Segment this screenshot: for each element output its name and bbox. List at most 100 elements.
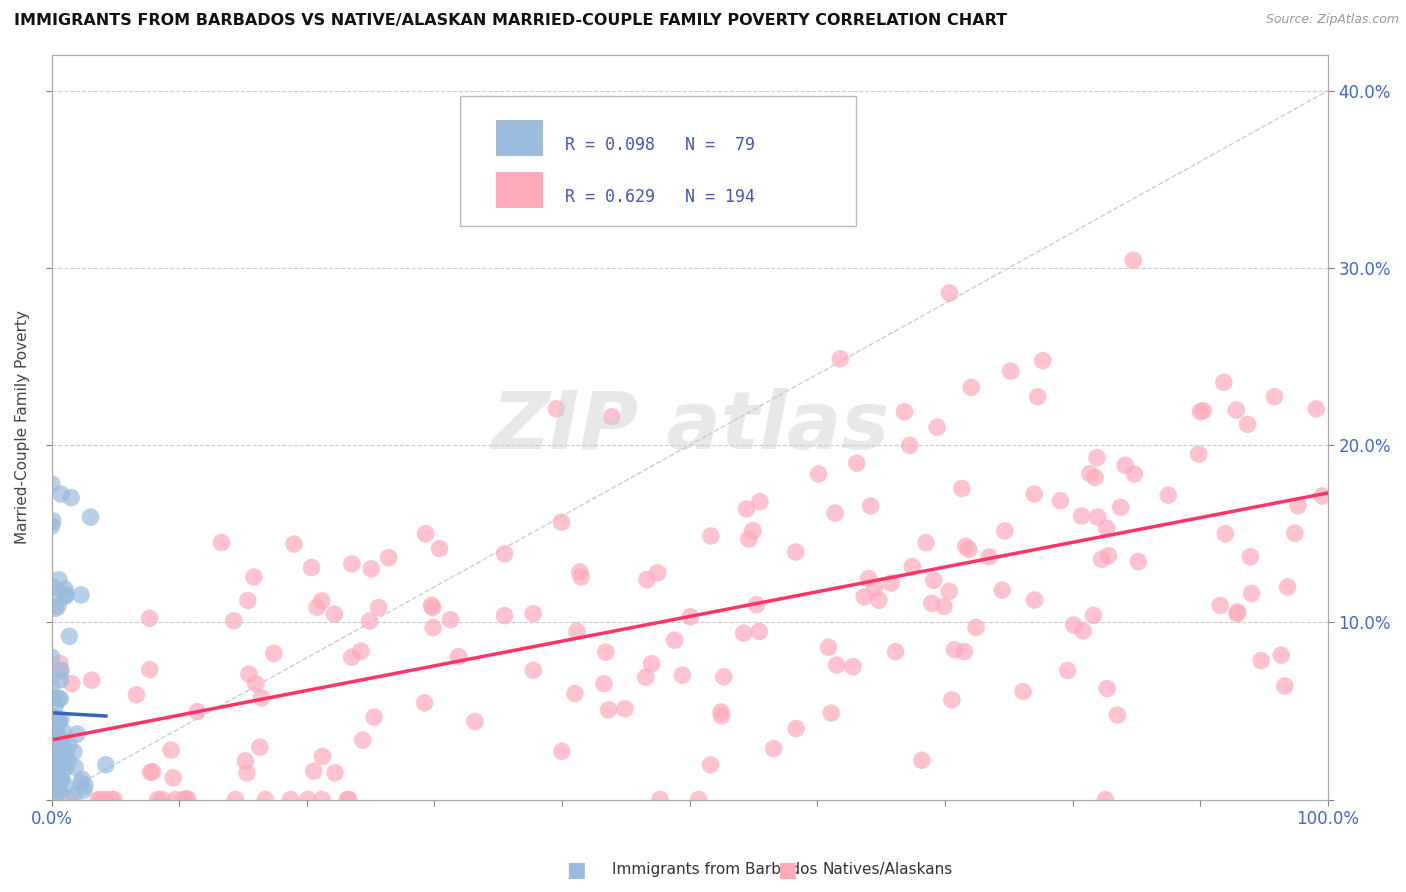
- Point: [46, 714, 69, 728]
- Point: [955, 540, 977, 554]
- Point: [640, 657, 662, 671]
- Point: [830, 351, 852, 366]
- Point: [48, 715, 70, 730]
- Point: [1095, 681, 1118, 696]
- Point: [42, 514, 65, 528]
- Point: [943, 642, 966, 657]
- Point: [1284, 526, 1306, 541]
- Point: [138, 663, 160, 677]
- Point: [250, 690, 273, 705]
- Point: [367, 600, 389, 615]
- Point: [41, 758, 63, 772]
- Point: [311, 792, 333, 806]
- Point: [1000, 364, 1022, 378]
- Point: [1263, 390, 1285, 404]
- Point: [63, 760, 86, 774]
- Point: [141, 764, 163, 779]
- Point: [53, 582, 76, 596]
- Point: [569, 570, 592, 584]
- Point: [323, 765, 346, 780]
- Point: [710, 705, 733, 719]
- Point: [550, 515, 572, 529]
- Point: [741, 524, 763, 538]
- Point: [41, 726, 63, 740]
- Point: [824, 506, 846, 520]
- Point: [1107, 708, 1129, 723]
- Point: [1070, 509, 1092, 524]
- Point: [439, 613, 461, 627]
- FancyBboxPatch shape: [460, 96, 856, 227]
- Point: [211, 535, 233, 549]
- Point: [1277, 580, 1299, 594]
- Point: [1049, 493, 1071, 508]
- Point: [337, 792, 360, 806]
- Point: [44, 762, 66, 776]
- Point: [884, 645, 907, 659]
- Point: [671, 668, 693, 682]
- Point: [160, 743, 183, 757]
- Point: [41, 765, 63, 780]
- Point: [53, 761, 76, 775]
- Point: [1024, 593, 1046, 607]
- Point: [648, 792, 671, 806]
- Point: [70, 776, 93, 790]
- Point: [58, 792, 80, 806]
- Point: [49, 665, 72, 679]
- Point: [922, 574, 945, 588]
- Point: [1225, 403, 1247, 417]
- Point: [422, 621, 444, 635]
- Point: [745, 598, 768, 612]
- Point: [994, 524, 1017, 538]
- Point: [48, 573, 70, 587]
- Point: [593, 677, 616, 691]
- Point: [48, 785, 70, 799]
- Point: [785, 722, 807, 736]
- Point: [1157, 488, 1180, 502]
- Point: [311, 749, 333, 764]
- Text: R = 0.629   N = 194: R = 0.629 N = 194: [565, 187, 755, 206]
- Point: [825, 658, 848, 673]
- Point: [174, 791, 197, 805]
- Point: [762, 741, 785, 756]
- Point: [1240, 586, 1263, 600]
- Point: [280, 792, 302, 806]
- Point: [58, 629, 80, 643]
- Point: [1078, 467, 1101, 481]
- Point: [647, 566, 669, 580]
- Point: [352, 733, 374, 747]
- Point: [845, 456, 868, 470]
- Point: [546, 401, 568, 416]
- Point: [55, 587, 77, 601]
- Point: [46, 781, 69, 796]
- Point: [1128, 555, 1150, 569]
- Point: [613, 702, 636, 716]
- Point: [1209, 599, 1232, 613]
- Point: [44, 752, 66, 766]
- Point: [1071, 624, 1094, 638]
- Point: [45, 759, 67, 773]
- Point: [1063, 618, 1085, 632]
- Point: [100, 792, 122, 806]
- Point: [1274, 679, 1296, 693]
- Point: [1032, 353, 1054, 368]
- Point: [880, 576, 903, 591]
- Point: [46, 777, 69, 791]
- Point: [46, 587, 69, 601]
- Point: [150, 792, 173, 806]
- Y-axis label: Married-Couple Family Poverty: Married-Couple Family Poverty: [15, 310, 30, 544]
- Point: [173, 792, 195, 806]
- Point: [46, 772, 69, 786]
- Point: [1189, 404, 1212, 418]
- Point: [360, 562, 382, 576]
- Point: [58, 738, 80, 752]
- Point: [340, 650, 363, 665]
- Point: [45, 750, 67, 764]
- Point: [52, 734, 75, 748]
- Point: [1083, 608, 1105, 623]
- Point: [224, 792, 246, 806]
- Point: [1310, 489, 1333, 503]
- Point: [901, 559, 924, 574]
- Point: [41, 650, 63, 665]
- Point: [103, 792, 125, 806]
- Point: [1012, 684, 1035, 698]
